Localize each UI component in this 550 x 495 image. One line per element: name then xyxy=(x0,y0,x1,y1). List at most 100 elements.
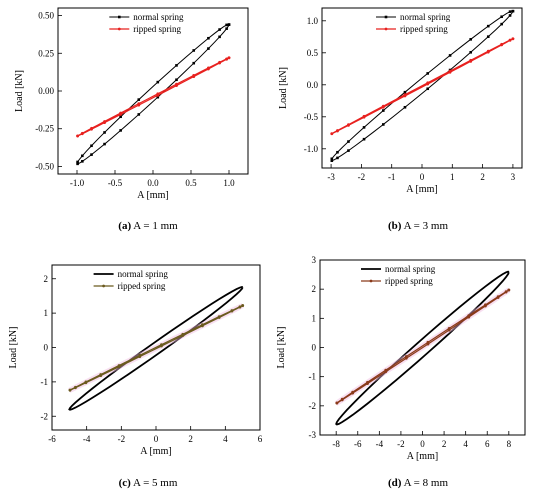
marker-ripped-spring-a xyxy=(218,60,221,64)
marker-normal-spring-b xyxy=(486,24,490,28)
marker-ripped-spring-d xyxy=(504,290,508,294)
series-line-ripped-spring-a xyxy=(76,57,230,137)
marker-normal-spring-a xyxy=(218,28,221,31)
marker-normal-spring-a xyxy=(207,47,210,50)
y-tick-label-c: 1 xyxy=(44,308,49,318)
legend-label-normal-spring-a: normal spring xyxy=(133,12,184,22)
marker-normal-spring-b xyxy=(448,54,452,57)
marker-ripped-spring-c xyxy=(201,323,204,327)
x-tick-label-d: 4 xyxy=(463,439,468,449)
x-tick-label-d: -2 xyxy=(397,439,405,449)
x-tick-label-a: 0.5 xyxy=(185,178,197,188)
marker-ripped-spring-a xyxy=(227,56,231,60)
x-tick-label-a: 0.0 xyxy=(147,178,159,188)
y-axis-label-c: Load [kN] xyxy=(8,327,19,369)
x-tick-label-d: 2 xyxy=(442,439,447,449)
marker-ripped-spring-c xyxy=(230,309,234,312)
x-tick-label-c: 0 xyxy=(154,434,159,444)
marker-ripped-spring-b xyxy=(347,123,350,126)
marker-normal-spring-a xyxy=(81,154,84,158)
marker-ripped-spring-b xyxy=(336,129,339,132)
x-tick-label-b: -2 xyxy=(358,172,366,182)
legend-marker-ripped-spring-b xyxy=(384,27,388,31)
y-tick-label-a: -0.50 xyxy=(35,161,54,171)
legend-label-ripped-spring-b: ripped spring xyxy=(400,24,448,34)
y-axis-label-a: Load [kN] xyxy=(14,70,25,112)
marker-ripped-spring-d xyxy=(335,401,339,405)
y-tick-label-b: 0.5 xyxy=(307,48,319,58)
marker-normal-spring-a xyxy=(76,162,79,166)
marker-normal-spring-a xyxy=(103,131,106,134)
series-line-ripped-spring-b xyxy=(330,38,514,135)
marker-normal-spring-b xyxy=(336,150,339,154)
marker-normal-spring-b xyxy=(362,126,366,129)
marker-ripped-spring-a xyxy=(225,57,229,61)
marker-ripped-spring-a xyxy=(90,126,93,130)
marker-ripped-spring-c xyxy=(241,304,245,307)
marker-normal-spring-a xyxy=(156,95,160,99)
marker-ripped-spring-b xyxy=(403,93,407,97)
y-tick-label-a: 0.25 xyxy=(38,48,54,58)
marker-ripped-spring-c xyxy=(181,332,185,336)
caption-c: (c) A = 5 mm xyxy=(118,477,178,489)
series-line-normal-spring-c xyxy=(68,285,244,411)
marker-ripped-spring-d xyxy=(496,295,500,299)
marker-ripped-spring-d xyxy=(351,390,355,394)
marker-ripped-spring-c xyxy=(117,364,121,367)
marker-normal-spring-a xyxy=(137,98,141,101)
marker-normal-spring-b xyxy=(486,35,490,38)
legend-marker-normal-spring-a xyxy=(118,15,121,19)
y-tick-label-b: -1.0 xyxy=(304,144,319,154)
y-tick-label-c: -2 xyxy=(41,411,49,421)
marker-ripped-spring-b xyxy=(381,104,385,108)
chart-d: -8 -6 -4 -2 0 2 4 6 8 -3 -2 -1 0 1 2 3 A [mm] Load [kN] no… xyxy=(276,255,526,462)
marker-normal-spring-a xyxy=(90,144,93,148)
marker-ripped-spring-c xyxy=(160,343,163,347)
legend-marker-ripped-spring-a xyxy=(117,27,121,31)
x-tick-label-a: -1.0 xyxy=(70,178,85,188)
x-tick-label-c: -2 xyxy=(118,434,126,444)
marker-ripped-spring-a xyxy=(137,102,141,106)
x-axis-label-c: A [mm] xyxy=(140,446,171,457)
marker-ripped-spring-b xyxy=(500,42,504,46)
marker-normal-spring-b xyxy=(500,15,503,19)
legend-marker-ripped-spring-d xyxy=(369,279,373,283)
marker-normal-spring-b xyxy=(381,109,385,112)
legend-marker-normal-spring-b xyxy=(384,15,388,19)
marker-normal-spring-b xyxy=(500,22,503,26)
marker-ripped-spring-d xyxy=(340,397,344,401)
x-tick-label-d: 6 xyxy=(485,439,490,449)
marker-normal-spring-a xyxy=(81,160,84,163)
chart-c: -6 -4 -2 0 2 4 6 -2 -1 0 1 2 A [mm] Load [kN] normal s… xyxy=(8,264,263,457)
marker-ripped-spring-d xyxy=(447,327,451,330)
marker-ripped-spring-c xyxy=(84,380,88,384)
marker-ripped-spring-d xyxy=(484,303,487,307)
marker-normal-spring-a xyxy=(119,115,122,119)
x-tick-label-d: -8 xyxy=(332,439,340,449)
marker-ripped-spring-b xyxy=(426,81,430,85)
x-tick-label-c: 4 xyxy=(223,434,228,444)
y-tick-label-d: -1 xyxy=(309,372,317,382)
legend-label-normal-spring-d: normal spring xyxy=(385,264,436,274)
caption-a: (a) A = 1 mm xyxy=(118,220,178,232)
marker-ripped-spring-b xyxy=(330,132,334,136)
marker-normal-spring-b xyxy=(469,38,473,41)
y-tick-label-d: 0 xyxy=(312,343,317,353)
marker-ripped-spring-b xyxy=(511,37,515,41)
marker-normal-spring-b xyxy=(426,72,430,75)
marker-normal-spring-a xyxy=(207,36,210,40)
caption-d: (d) A = 8 mm xyxy=(387,477,448,489)
x-tick-label-a: -0.5 xyxy=(108,178,123,188)
marker-normal-spring-a xyxy=(225,23,228,27)
marker-normal-spring-a xyxy=(175,64,178,67)
y-tick-label-b: -0.5 xyxy=(304,112,319,122)
marker-normal-spring-a xyxy=(156,80,160,84)
y-axis-label-d: Load [kN] xyxy=(276,327,287,369)
x-tick-label-b: 1 xyxy=(450,172,455,182)
marker-ripped-spring-a xyxy=(119,111,123,115)
marker-ripped-spring-c xyxy=(217,315,221,318)
x-tick-label-c: 2 xyxy=(188,434,193,444)
marker-normal-spring-a xyxy=(227,23,231,26)
marker-normal-spring-a xyxy=(218,35,221,39)
